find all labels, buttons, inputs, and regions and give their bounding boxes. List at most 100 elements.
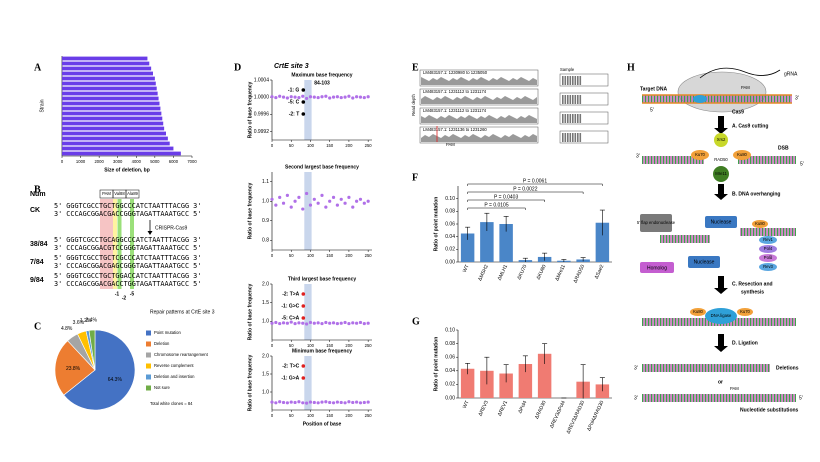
legend-swatch (146, 352, 151, 358)
annotation: -5: C (288, 99, 300, 105)
codon-highlight (130, 199, 134, 289)
y-tick-label: 0.8 (262, 238, 269, 244)
range-label: 84-103 (314, 80, 330, 86)
panel-label: A (34, 62, 42, 73)
point (355, 321, 359, 325)
bar (62, 86, 157, 91)
flap-label: 5' flap endonuclease (637, 220, 676, 225)
bar (62, 121, 164, 126)
chart-subtitle: Maximum base frequency (291, 72, 352, 78)
grna-label: gRNA (784, 71, 798, 77)
pam-highlight (100, 199, 113, 289)
point (316, 401, 320, 405)
bar (62, 66, 152, 71)
x-tick-label: 250 (365, 253, 373, 258)
annotation-dot (301, 88, 306, 92)
dna (740, 228, 796, 236)
x-tick-label: 7000 (187, 159, 197, 164)
x-tick-label: 50 (289, 143, 294, 148)
point (293, 321, 297, 326)
x-tick-label: 0 (271, 343, 274, 348)
slice-label: 23.8% (66, 366, 81, 372)
point (347, 321, 351, 326)
sample-bar (569, 114, 572, 123)
legend-swatch (146, 341, 151, 347)
y-tick-label: 1.0 (262, 199, 269, 205)
point (285, 401, 289, 405)
point (324, 94, 328, 98)
sample-bar (574, 114, 577, 123)
browser-panel: Read depth Sample (411, 67, 575, 116)
annotation: -5: C>A (282, 315, 300, 321)
header: Num (30, 191, 46, 198)
point (324, 400, 328, 404)
point (297, 95, 301, 100)
point (351, 96, 355, 100)
comparison-bracket (467, 191, 584, 194)
enzyme-label: CRISPR-Cas9 (155, 225, 187, 231)
point (331, 401, 336, 405)
y-tick-label: 1.0 (262, 319, 269, 325)
point (270, 321, 274, 325)
point (358, 95, 363, 99)
legend-label: Chromosome rearrangement (154, 352, 209, 357)
polymerase-label: Rev1 (763, 237, 773, 242)
arrow (714, 334, 728, 352)
y-tick-label: 1.0 (262, 389, 269, 395)
comparison-label: P = 0.0022 (513, 186, 537, 192)
nuclease (688, 256, 720, 268)
polymerase (759, 263, 777, 271)
step-label: A. Cas9 cutting (732, 123, 768, 129)
point (343, 201, 347, 205)
point (335, 321, 339, 326)
annotation: -1: G>A (281, 375, 299, 381)
bar (518, 364, 533, 398)
point (305, 322, 309, 326)
sample-bar (564, 95, 567, 104)
x-tick-label: 200 (345, 343, 353, 348)
point (351, 321, 355, 325)
point (274, 203, 278, 207)
y-tick-label: 0.04 (445, 368, 455, 374)
point (339, 321, 343, 325)
sequence: 3' CCCAGCGGACGAGCGGGTAGATTAAATGCC 5' (54, 262, 201, 270)
comparison-label: P = 0.0105 (484, 202, 508, 208)
dsb-label: DSB (778, 145, 789, 151)
point (320, 321, 324, 326)
y-tick-label: 0.02 (445, 382, 455, 388)
bar (62, 101, 160, 106)
sample-bar (569, 95, 572, 104)
dna (642, 394, 796, 402)
point (362, 321, 366, 326)
panel-label: E (412, 62, 419, 73)
x-tick-label: 4000 (132, 159, 142, 164)
annotation: -2: T>A (282, 291, 299, 297)
ku-protein (733, 150, 751, 160)
sample-bar (564, 114, 567, 123)
point (335, 203, 339, 207)
x-tick-label: 250 (365, 413, 373, 418)
point (347, 400, 351, 404)
point (285, 321, 289, 325)
x-tick-label: 6000 (169, 159, 179, 164)
legend-label: Not sure (154, 385, 170, 390)
point (343, 95, 347, 99)
x-tick-label: 200 (345, 413, 353, 418)
point (343, 401, 347, 405)
pie-slice (63, 329, 136, 411)
x-tick-label: 0 (271, 253, 274, 258)
x-tick-label: ΔPol4 (517, 400, 528, 415)
sequence: 5' GGGTCGCCTGCTCGCCCATCTAATTTACGG 3' (54, 254, 201, 262)
protein-label: Ku70 (695, 152, 705, 157)
pam-site (693, 95, 707, 103)
sample-bar (562, 133, 564, 142)
annotation: -1: G (288, 87, 300, 93)
homolog-label: Homolog (647, 265, 667, 271)
polymerase (759, 254, 777, 262)
y-label: Strain (39, 99, 45, 112)
sequence: 5' GGGTCGCCTGCTGGACCATCTAATTTACGG 3' (54, 272, 201, 280)
codon-highlight (117, 199, 122, 289)
bar (62, 131, 166, 136)
end-label: 3' (636, 153, 640, 159)
position-label: -2 (122, 295, 127, 301)
